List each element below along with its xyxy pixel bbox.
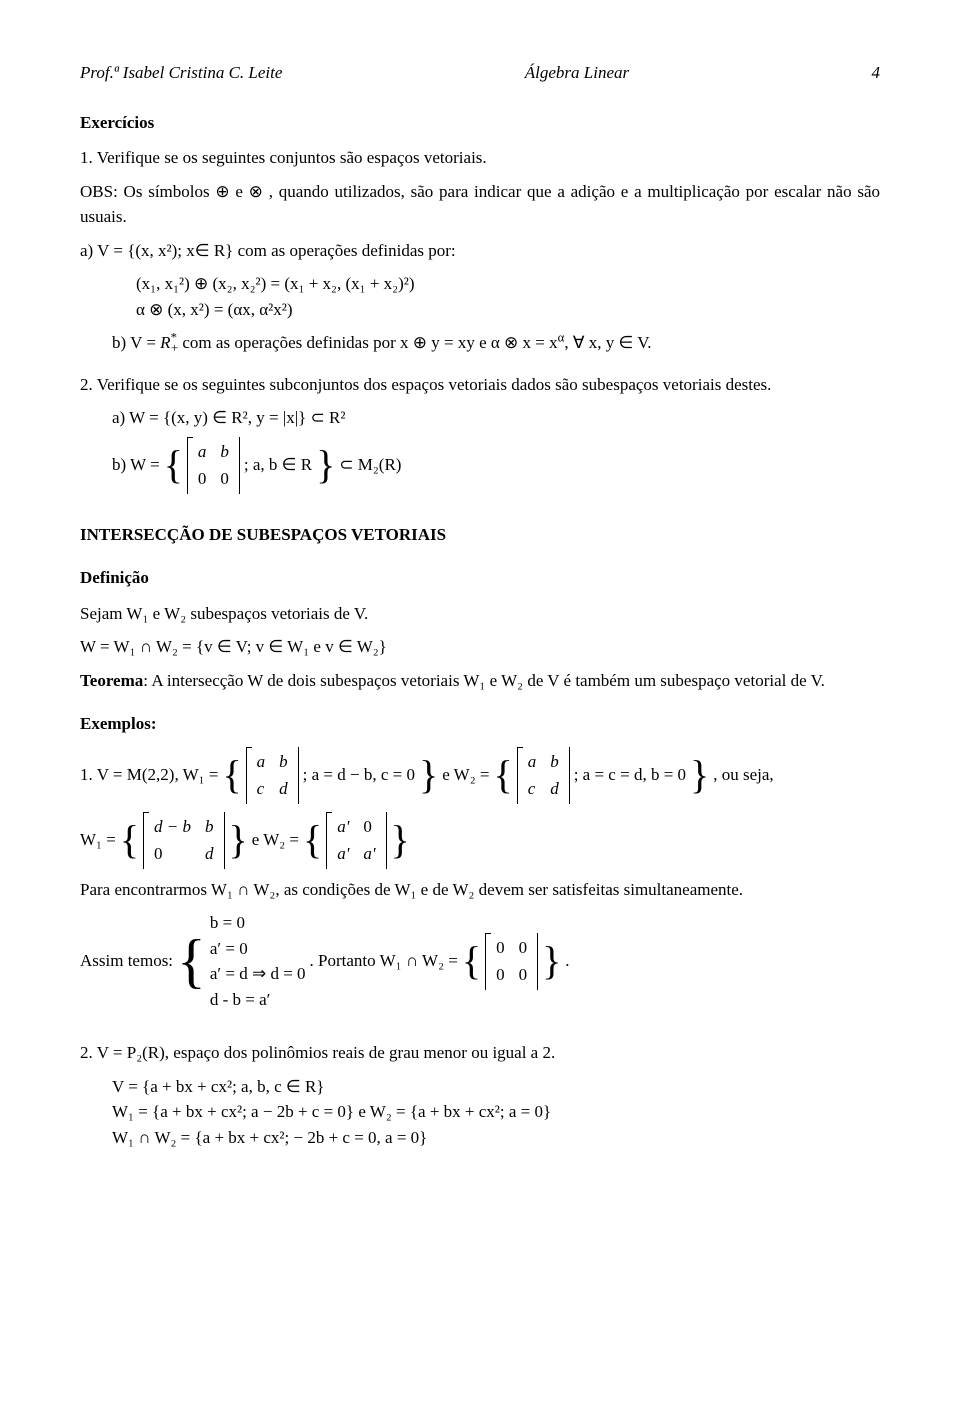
- brace-right-icon: }: [690, 755, 709, 795]
- ex1-intro: 1. Verifique se os seguintes conjuntos s…: [80, 145, 880, 171]
- ex1-b: b) V = R*+ com as operações definidas po…: [112, 330, 880, 356]
- w2-pre: e W₂ =: [252, 827, 299, 853]
- exemplo1-line1: 1. V = M(2,2), W₁ = { a b c d ; a = d − …: [80, 747, 880, 804]
- ex2-l4: W₁ ∩ W₂ = {a + bx + cx²; − 2b + c = 0, a…: [112, 1125, 880, 1151]
- md2: d: [550, 776, 559, 802]
- w1-pre: W₁ =: [80, 827, 116, 853]
- sys-1: b = 0: [210, 910, 306, 936]
- mb: b: [279, 749, 288, 775]
- brace-left-icon: {: [164, 445, 183, 485]
- matrix-zero: 0 0 0 0: [485, 933, 538, 990]
- brace-right-icon: }: [229, 820, 248, 860]
- intersec-title: INTERSECÇÃO DE SUBESPAÇOS VETORIAIS: [80, 522, 880, 548]
- ex2-l1: 2. V = P₂(R), espaço dos polinômios reai…: [80, 1040, 880, 1066]
- exemplo1-line2: W₁ = { d − b b 0 d } e W₂ = { a' 0 a' a'…: [80, 812, 880, 869]
- exemplo1-system: Assim temos: { b = 0 a′ = 0 a′ = d ⇒ d =…: [80, 910, 880, 1012]
- w1d: d: [205, 841, 214, 867]
- ex2-a: a) W = {(x, y) ∈ R², y = |x|} ⊂ R²: [112, 405, 880, 431]
- def-title: Definição: [80, 565, 880, 591]
- z1: 0: [496, 935, 505, 961]
- z4: 0: [519, 962, 528, 988]
- ex1-cond1: ; a = d − b, c = 0: [303, 762, 415, 788]
- w2d: a': [363, 841, 375, 867]
- ex1-a-line1: (x₁, x₁²) ⊕ (x₂, x₂²) = (x₁ + x₂, (x₁ + …: [136, 271, 880, 297]
- matrix-w2: a' 0 a' a': [326, 812, 386, 869]
- ex2-intro: 2. Verifique se os seguintes subconjunto…: [80, 372, 880, 398]
- m-a: a: [198, 439, 207, 465]
- def-l1: Sejam W₁ e W₂ subespaços vetoriais de V.: [80, 601, 880, 627]
- header-center: Álgebra Linear: [525, 60, 629, 86]
- mb2: b: [550, 749, 559, 775]
- matrix-2b: a b 0 0: [187, 437, 240, 494]
- brace-right-icon: }: [391, 820, 410, 860]
- z2: 0: [519, 935, 528, 961]
- page-header: Prof.ª Isabel Cristina C. Leite Álgebra …: [80, 60, 880, 86]
- ma: a: [257, 749, 266, 775]
- brace-right-icon: }: [419, 755, 438, 795]
- teorema: Teorema: A intersecção W de dois subespa…: [80, 668, 880, 694]
- matrix-w1-def: a b c d: [246, 747, 299, 804]
- ex1-tail: , ou seja,: [713, 762, 773, 788]
- w2b: 0: [363, 814, 375, 840]
- sys-4: d - b = a′: [210, 987, 306, 1013]
- w1c: 0: [154, 841, 191, 867]
- sys-3: a′ = d ⇒ d = 0: [210, 961, 306, 987]
- ma2: a: [528, 749, 537, 775]
- w1b: b: [205, 814, 214, 840]
- teorema-label: Teorema: [80, 671, 143, 690]
- exemplos-title: Exemplos:: [80, 711, 880, 737]
- ex2-b-tail: ⊂ M₂(R): [339, 452, 401, 478]
- ex1-b-R: R: [160, 333, 170, 352]
- brace-left-icon: {: [494, 755, 513, 795]
- exemplo1-para: Para encontrarmos W₁ ∩ W₂, as condições …: [80, 877, 880, 903]
- page-number: 4: [871, 60, 880, 86]
- brace-left-icon: {: [303, 820, 322, 860]
- ex1-b-pre: b) V =: [112, 333, 160, 352]
- m-0b: 0: [220, 466, 229, 492]
- ex1-pre: 1. V = M(2,2), W₁ =: [80, 762, 218, 788]
- header-left: Prof.ª Isabel Cristina C. Leite: [80, 60, 282, 86]
- matrix-w2-def: a b c d: [517, 747, 570, 804]
- md: d: [279, 776, 288, 802]
- w1a: d − b: [154, 814, 191, 840]
- exercicios-title: Exercícios: [80, 110, 880, 136]
- mc: c: [257, 776, 266, 802]
- ex1-b-sub: +: [171, 341, 178, 355]
- ex1-a-head: a) V = {(x, x²); x∈ R} com as operações …: [80, 238, 880, 264]
- ex1-b-tail: , ∀ x, y ∈ V.: [564, 333, 651, 352]
- ex1-mid: e W₂ =: [442, 762, 489, 788]
- brace-left-icon: {: [120, 820, 139, 860]
- def-l2: W = W₁ ∩ W₂ = {v ∈ V; v ∈ W₁ e v ∈ W₂}: [80, 634, 880, 660]
- dot: .: [565, 948, 569, 974]
- sys-2: a′ = 0: [210, 936, 306, 962]
- brace-right-icon: }: [316, 445, 335, 485]
- w2a: a': [337, 814, 349, 840]
- ex2-b-post: ; a, b ∈ R: [244, 452, 312, 478]
- ex2-b-pre: b) W =: [112, 452, 160, 478]
- w2c: a': [337, 841, 349, 867]
- ex2-b: b) W = { a b 0 0 ; a, b ∈ R } ⊂ M₂(R): [112, 437, 880, 494]
- brace-left-icon: {: [222, 755, 241, 795]
- brace-right-icon: }: [542, 941, 561, 981]
- ex1-obs: OBS: Os símbolos ⊕ e ⊗ , quando utilizad…: [80, 179, 880, 230]
- z3: 0: [496, 962, 505, 988]
- ex1-a-line2: α ⊗ (x, x²) = (αx, α²x²): [136, 297, 880, 323]
- ex1-b-post: com as operações definidas por x ⊕ y = x…: [182, 333, 557, 352]
- assim-label: Assim temos:: [80, 948, 173, 974]
- m-0a: 0: [198, 466, 207, 492]
- mc2: c: [528, 776, 537, 802]
- portanto-pre: . Portanto W₁ ∩ W₂ =: [310, 948, 458, 974]
- ex1-cond2: ; a = c = d, b = 0: [574, 762, 686, 788]
- matrix-w1: d − b b 0 d: [143, 812, 224, 869]
- brace-left-icon: {: [462, 941, 481, 981]
- m-b: b: [220, 439, 229, 465]
- teorema-text: : A intersecção W de dois subespaços vet…: [143, 671, 825, 690]
- ex2-l3: W₁ = {a + bx + cx²; a − 2b + c = 0} e W₂…: [112, 1099, 880, 1125]
- ex2-l2: V = {a + bx + cx²; a, b, c ∈ R}: [112, 1074, 880, 1100]
